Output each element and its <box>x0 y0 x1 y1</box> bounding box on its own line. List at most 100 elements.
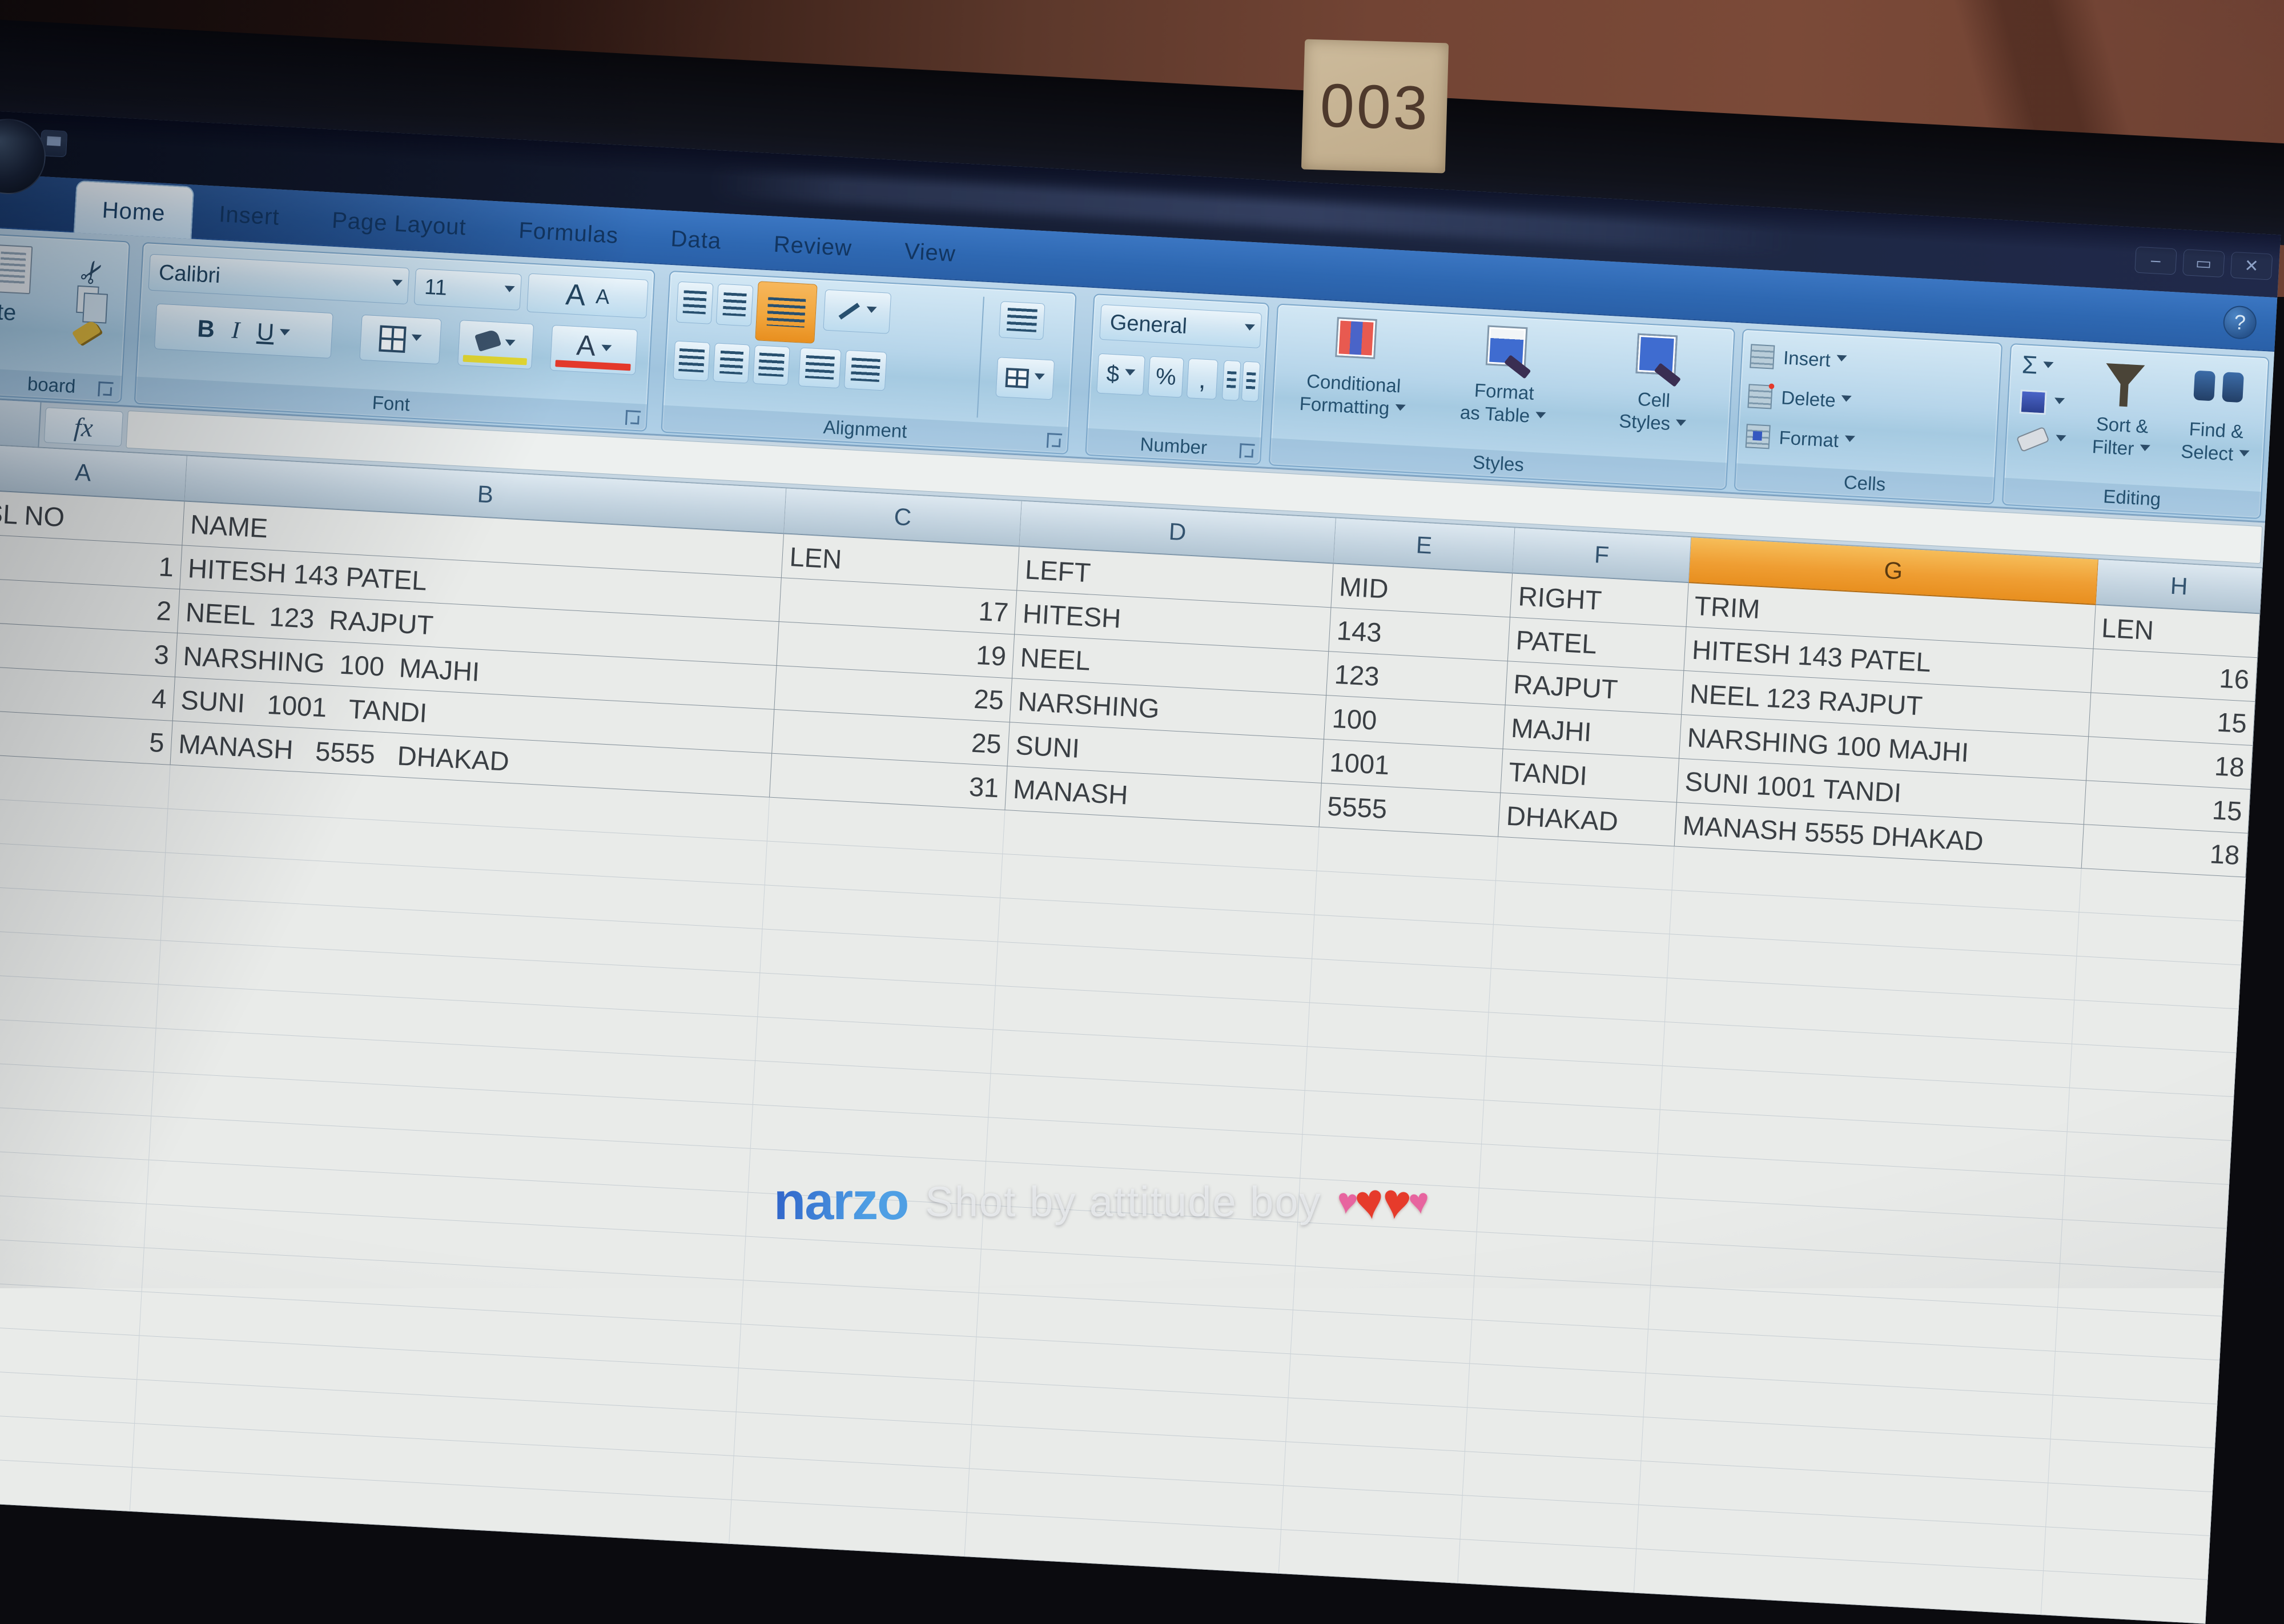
cut-icon[interactable]: ✂ <box>71 231 128 292</box>
help-button[interactable]: ? <box>2222 305 2257 340</box>
increase-indent-button[interactable] <box>844 350 887 391</box>
find-select-icon <box>2193 371 2244 403</box>
fill-color-bar <box>463 355 526 365</box>
borders-icon <box>379 325 406 353</box>
decrease-decimal-button[interactable] <box>1241 361 1261 402</box>
font-size-select[interactable]: 11 <box>414 268 522 311</box>
delete-cells-button[interactable]: Delete <box>1747 378 1993 427</box>
font-name-value: Calibri <box>158 255 222 293</box>
align-center-button[interactable] <box>713 343 750 383</box>
italic-button[interactable]: I <box>231 317 241 345</box>
grow-font-icon[interactable]: A <box>565 278 586 313</box>
sticker-label: 003 <box>1319 69 1431 143</box>
close-button[interactable]: ✕ <box>2230 252 2273 280</box>
conditional-formatting-icon <box>1335 317 1377 359</box>
shrink-font-icon[interactable]: A <box>595 284 610 309</box>
middle-align-button[interactable] <box>716 283 754 326</box>
bold-button[interactable]: B <box>196 315 215 343</box>
number-group: General $ % , Number <box>1085 294 1269 465</box>
tab-review[interactable]: Review <box>746 215 880 275</box>
sort-filter-label-2: Filter <box>2078 435 2165 461</box>
format-icon <box>1746 424 1771 449</box>
top-align-button[interactable] <box>676 282 714 324</box>
orientation-icon <box>839 303 860 319</box>
fill-icon <box>2020 389 2047 415</box>
grow-shrink-font-buttons[interactable]: A A <box>526 273 648 318</box>
format-label: Format <box>1779 427 1839 452</box>
delete-label: Delete <box>1780 387 1836 411</box>
increase-decimal-button[interactable] <box>1222 360 1241 401</box>
font-size-value: 11 <box>424 270 448 305</box>
autosum-icon: Σ <box>2021 351 2038 379</box>
tab-data[interactable]: Data <box>643 210 749 268</box>
column-header-H[interactable]: H <box>2096 560 2263 614</box>
cells-group: Insert Delete Format Cells <box>1734 329 2003 505</box>
alignment-group: Alignment <box>661 271 1076 455</box>
paste-label: ste <box>0 299 17 326</box>
number-format-select[interactable]: General <box>1099 304 1262 348</box>
number-format-value: General <box>1109 305 1188 344</box>
currency-button[interactable]: $ <box>1096 353 1145 396</box>
bezel-sticker: 003 <box>1301 39 1449 174</box>
tab-view[interactable]: View <box>877 223 984 281</box>
font-name-select[interactable]: Calibri <box>148 254 409 305</box>
insert-function-button[interactable]: fx <box>44 407 123 447</box>
name-box[interactable] <box>0 399 42 447</box>
paste-icon <box>0 244 33 294</box>
fill-color-icon <box>475 329 501 352</box>
underline-button[interactable]: U <box>256 318 291 347</box>
tab-page-layout[interactable]: Page Layout <box>304 191 494 254</box>
heart-icons: ♥♥♥♥ <box>1339 1177 1430 1227</box>
comma-button[interactable]: , <box>1187 358 1219 400</box>
font-color-bar <box>555 360 630 371</box>
editing-group: Σ Sort & Filter Find & Select Editing <box>2002 343 2270 519</box>
camera-watermark: narzo Shot by attitude boy ♥♥♥♥ <box>774 1172 1430 1232</box>
orientation-button[interactable] <box>823 290 891 334</box>
sort-filter-icon <box>2105 363 2145 391</box>
percent-button[interactable]: % <box>1148 356 1184 398</box>
styles-group: Conditional Formatting Format as Table C… <box>1269 303 1735 490</box>
align-right-button[interactable] <box>753 345 790 385</box>
tab-insert[interactable]: Insert <box>191 186 307 244</box>
cell-F[interactable] <box>1458 1539 1636 1593</box>
number-dialog-launcher[interactable] <box>1239 443 1254 459</box>
cell-E[interactable] <box>1279 1530 1461 1583</box>
alignment-dialog-launcher[interactable] <box>1047 433 1062 448</box>
copy-icon[interactable] <box>76 286 99 314</box>
cell-styles-icon <box>1635 333 1678 376</box>
decrease-indent-button[interactable] <box>798 347 842 388</box>
find-select-label-2: Select <box>2169 440 2261 467</box>
group-divider <box>977 297 984 418</box>
tab-formulas[interactable]: Formulas <box>491 202 646 262</box>
delete-icon <box>1747 384 1772 409</box>
find-select-label-1: Find & <box>2170 417 2263 444</box>
watermark-brand: narzo <box>774 1172 908 1232</box>
heart-icon: ♥ <box>1406 1183 1432 1221</box>
fill-color-button[interactable] <box>457 320 534 369</box>
insert-cells-button[interactable]: Insert <box>1750 338 1996 387</box>
tab-home[interactable]: Home <box>74 180 194 239</box>
font-color-button[interactable]: A <box>550 325 638 375</box>
format-cells-button[interactable]: Format <box>1745 418 1991 467</box>
align-left-button[interactable] <box>673 341 710 381</box>
clipboard-dialog-launcher[interactable] <box>98 381 113 397</box>
maximize-button[interactable]: ▭ <box>2182 249 2225 278</box>
format-as-table-icon <box>1486 325 1528 367</box>
comma-icon: , <box>1198 363 1207 395</box>
clear-button[interactable] <box>2017 431 2066 449</box>
font-group: Calibri 11 A A B I U A <box>134 242 656 432</box>
cell-H[interactable] <box>2041 1571 2208 1623</box>
clipboard-group: ste ✂ board <box>0 234 130 403</box>
wrap-text-button[interactable] <box>999 301 1045 340</box>
borders-button[interactable] <box>359 315 441 364</box>
bottom-align-button[interactable] <box>755 281 817 343</box>
font-dialog-launcher[interactable] <box>625 410 641 425</box>
autosum-button[interactable]: Σ <box>2021 351 2054 381</box>
bold-italic-underline: B I U <box>154 303 333 359</box>
format-painter-icon[interactable] <box>72 319 101 345</box>
fill-button[interactable] <box>2020 389 2066 416</box>
merge-center-button[interactable] <box>996 357 1055 400</box>
currency-icon: $ <box>1106 361 1120 387</box>
minimize-button[interactable]: – <box>2134 247 2177 275</box>
